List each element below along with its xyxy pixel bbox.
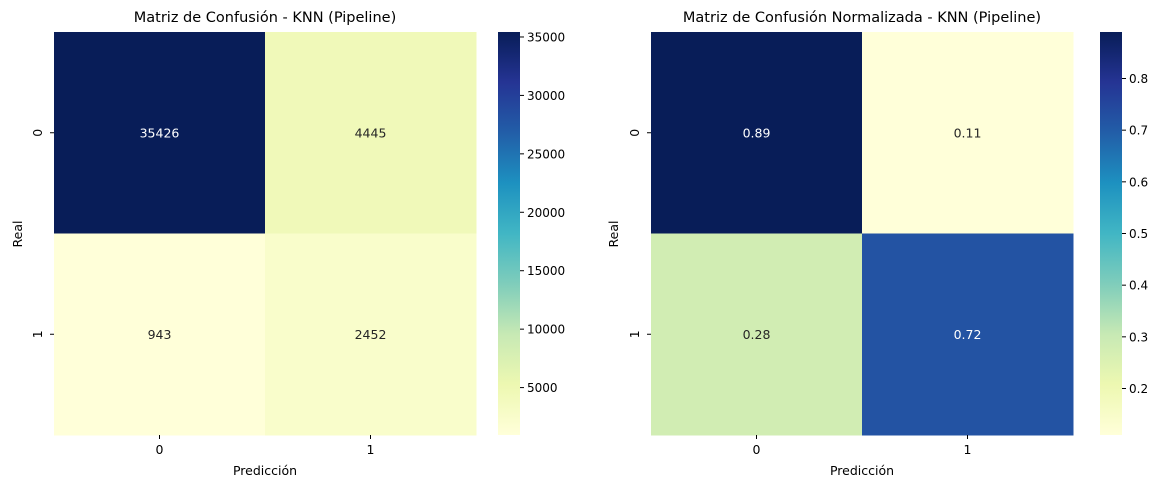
- cell-value-label-1-1: 0.72: [954, 327, 982, 342]
- cell-value-label-0-1: 4445: [355, 125, 387, 140]
- x-axis-label: Predicción: [830, 463, 894, 478]
- heatmap-cell-0-1: [265, 32, 477, 234]
- colorbar-tick-label: 30000: [527, 89, 565, 103]
- colorbar-tick-label: 20000: [527, 206, 565, 220]
- heatmap-cell-1-1: [862, 233, 1074, 436]
- x-axis-label: Predicción: [233, 463, 297, 478]
- colorbar-tick-label: 0.5: [1129, 227, 1148, 241]
- colorbar-tick-label: 10000: [527, 323, 565, 337]
- axis-ticks: 0 1 0 1: [30, 129, 374, 457]
- heatmap-cells: 0.89 0.11 0.28 0.72: [651, 32, 1074, 436]
- x-tick-label: 1: [964, 442, 972, 457]
- cell-value-label-1-0: 0.28: [743, 327, 771, 342]
- y-axis-label: Real: [606, 221, 621, 248]
- colorbar: [1100, 32, 1122, 435]
- cell-value-label-1-1: 2452: [355, 327, 387, 342]
- colorbar-tick-label: 0.2: [1129, 382, 1148, 396]
- heatmap-panel-raw: Matriz de Confusión - KNN (Pipeline) 354…: [10, 10, 565, 478]
- axis-ticks: 0 1 0 1: [627, 129, 971, 457]
- colorbar-tick-label: 0.6: [1129, 175, 1148, 189]
- colorbar-ticks: 5000 10000 15000 20000 25000 30000 35000: [520, 30, 565, 395]
- cell-value-label-0-1: 0.11: [954, 125, 982, 140]
- x-tick-label: 0: [156, 442, 164, 457]
- cell-value-label-0-0: 0.89: [743, 125, 771, 140]
- colorbar-tick-label: 35000: [527, 30, 565, 44]
- heatmap-cell-1-1: [265, 233, 477, 436]
- x-tick-label: 1: [367, 442, 375, 457]
- colorbar-tick-label: 25000: [527, 147, 565, 161]
- y-tick-label: 1: [627, 330, 642, 338]
- colorbar-tick-label: 5000: [527, 381, 558, 395]
- y-axis-label: Real: [10, 221, 25, 248]
- heatmap-cell-1-0: [651, 233, 863, 436]
- heatmap-cell-0-0: [54, 32, 266, 234]
- y-tick-label: 1: [30, 330, 45, 338]
- chart-title: Matriz de Confusión - KNN (Pipeline): [134, 10, 396, 26]
- heatmap-cells: 35426 4445 943 2452: [54, 32, 477, 436]
- heatmap-cell-0-1: [862, 32, 1074, 234]
- heatmap-cell-1-0: [54, 233, 266, 436]
- colorbar-tick-label: 0.7: [1129, 124, 1148, 138]
- heatmap-cell-0-0: [651, 32, 863, 234]
- heatmap-panel-normalized: Matriz de Confusión Normalizada - KNN (P…: [606, 10, 1148, 478]
- cell-value-label-1-0: 943: [148, 327, 172, 342]
- x-tick-label: 0: [753, 442, 761, 457]
- y-tick-label: 0: [30, 129, 45, 137]
- chart-title: Matriz de Confusión Normalizada - KNN (P…: [683, 10, 1041, 26]
- colorbar: [498, 32, 520, 435]
- colorbar-tick-label: 0.3: [1129, 330, 1148, 344]
- colorbar-ticks: 0.2 0.3 0.4 0.5 0.6 0.7 0.8: [1122, 72, 1148, 396]
- y-tick-label: 0: [627, 129, 642, 137]
- cell-value-label-0-0: 35426: [140, 125, 180, 140]
- colorbar-tick-label: 15000: [527, 264, 565, 278]
- colorbar-tick-label: 0.8: [1129, 72, 1148, 86]
- colorbar-tick-label: 0.4: [1129, 279, 1148, 293]
